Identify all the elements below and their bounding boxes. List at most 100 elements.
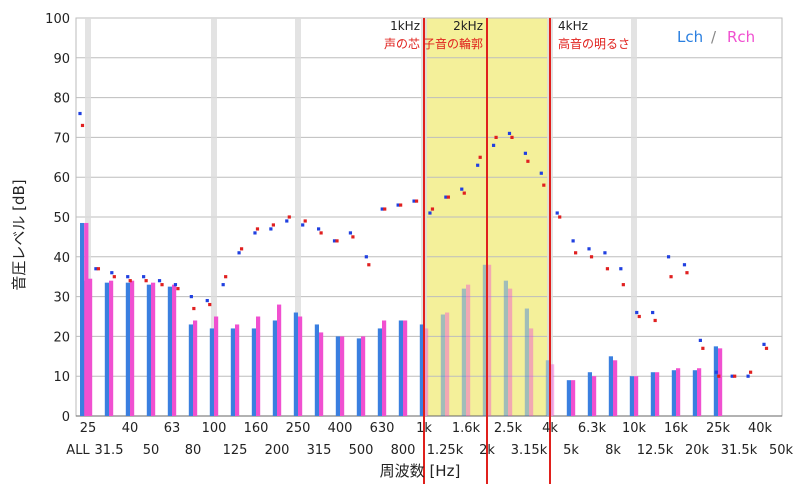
dot-lch <box>253 231 257 235</box>
y-tick-label: 70 <box>53 131 70 146</box>
dot-lch <box>666 255 671 259</box>
dot-lch <box>78 111 82 116</box>
x-tick-label-top: 63 <box>164 421 181 436</box>
bar-rch <box>634 376 639 416</box>
dot-lch <box>364 255 368 259</box>
dot-lch <box>603 251 607 255</box>
bar-lch <box>713 346 718 416</box>
dot-rch <box>605 267 610 271</box>
dot-lch <box>714 370 718 374</box>
dot-lch <box>746 374 750 378</box>
bar-lch <box>419 324 424 416</box>
dot-rch <box>478 155 482 159</box>
dot-lch <box>285 219 289 223</box>
bar-rch <box>592 376 597 416</box>
x-tick-label-bottom: 50 <box>143 443 160 458</box>
x-tick-label-bottom: 3.15k <box>511 443 548 458</box>
x-tick-label-bottom: 500 <box>349 443 374 458</box>
dot-rch <box>494 135 498 139</box>
guide-column <box>295 18 301 416</box>
x-tick-label-top: 2.5k <box>494 421 523 436</box>
bar-lch <box>545 360 550 416</box>
bar-rch <box>529 328 534 416</box>
dot-lch <box>110 271 114 275</box>
legend-separator: / <box>711 28 717 46</box>
bar-rch <box>235 324 240 416</box>
dot-lch <box>221 283 225 287</box>
marker-label-1k: 1kHz <box>390 19 420 33</box>
dot-lch <box>460 187 464 191</box>
x-tick-label-bottom: 31.5 <box>95 443 124 458</box>
dot-rch <box>239 247 244 251</box>
bar-rch <box>718 348 723 416</box>
dot-lch <box>491 143 496 147</box>
dot-lch <box>428 211 432 215</box>
y-tick-label: 40 <box>53 251 70 266</box>
bar-lch <box>125 282 130 416</box>
x-tick-label-top: 250 <box>286 421 311 436</box>
bar-rch <box>382 320 387 416</box>
dot-rch <box>621 283 625 287</box>
bar-lch <box>482 264 487 416</box>
dot-rch <box>446 195 450 199</box>
y-tick-label: 30 <box>53 291 70 306</box>
bar-rch <box>655 372 660 416</box>
bar-rch <box>466 284 471 416</box>
bar-lch <box>587 372 592 416</box>
bar-lch <box>104 282 109 416</box>
x-tick-label-bottom: ALL <box>66 443 90 458</box>
x-tick-label-top: 100 <box>202 421 227 436</box>
bar-rch <box>298 316 303 416</box>
dot-lch <box>571 239 575 243</box>
bar-lch <box>398 320 403 416</box>
x-tick-label-bottom: 20k <box>685 443 710 458</box>
dot-rch <box>80 123 85 128</box>
dot-lch <box>173 283 178 287</box>
bar-lch <box>314 324 319 416</box>
dot-rch <box>112 275 116 279</box>
y-tick-label: 90 <box>53 52 70 67</box>
dot-rch <box>685 271 689 275</box>
dot-series <box>78 111 769 378</box>
dot-rch <box>510 135 514 139</box>
x-tick-label-top: 40 <box>122 421 139 436</box>
dot-lch <box>587 247 591 251</box>
y-tick-label: 10 <box>53 370 70 385</box>
dot-rch <box>542 183 546 187</box>
bar-lch <box>524 308 529 416</box>
bar-lch <box>335 336 340 416</box>
bar-rch <box>151 282 156 416</box>
dot-lch <box>619 267 623 271</box>
x-tick-label-bottom: 2k <box>479 443 495 458</box>
dot-lch <box>651 310 655 315</box>
bar-lch <box>251 328 256 416</box>
dot-rch <box>558 215 562 219</box>
dot-rch <box>653 318 657 323</box>
dot-lch <box>444 195 448 199</box>
bar-lch <box>167 286 172 416</box>
y-tick-label: 100 <box>45 12 70 27</box>
y-axis-title: 音圧レベル [dB] <box>10 179 28 290</box>
bar-lch <box>188 324 193 416</box>
y-tick-label: 80 <box>53 92 70 107</box>
dot-lch <box>205 298 209 303</box>
bar-rch <box>424 328 429 416</box>
dot-lch <box>555 211 559 215</box>
dot-rch <box>128 279 132 283</box>
dot-rch <box>287 215 291 219</box>
bar-rch <box>277 304 282 416</box>
x-tick-label-top: 4k <box>542 421 558 436</box>
x-tick-label-top: 1.6k <box>452 421 481 436</box>
dot-rch <box>160 283 164 287</box>
dot-rch <box>637 314 641 319</box>
bar-lch <box>629 376 634 416</box>
dot-rch <box>319 231 323 235</box>
x-tick-label-bottom: 31.5k <box>721 443 758 458</box>
x-tick-label-bottom: 125 <box>223 443 248 458</box>
dot-rch <box>589 255 594 259</box>
dot-lch <box>682 263 687 267</box>
bar-lch <box>209 328 214 416</box>
x-tick-label-bottom: 12.5k <box>637 443 674 458</box>
bar-lch <box>671 370 676 416</box>
